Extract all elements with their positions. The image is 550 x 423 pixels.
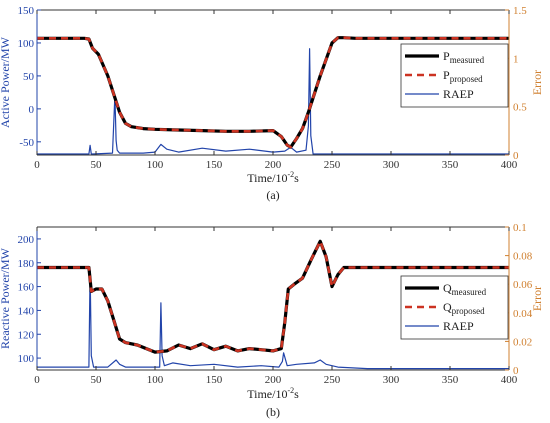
y-left-tick-label: -50	[19, 137, 34, 149]
y-right-tick-label: 1.5	[513, 5, 527, 17]
chart-panel-2: 0 50 100 150 200 250 300 350 400 200 180 160 140 120 1…	[0, 222, 544, 419]
x-tick-label: 400	[501, 159, 518, 171]
x-tick-label: 0	[34, 374, 40, 386]
x-tick-label: 250	[324, 374, 341, 386]
x-tick-label: 100	[147, 159, 164, 171]
x-tick-label: 250	[324, 159, 341, 171]
y-right-tick-label: 0.1	[513, 222, 527, 234]
x-tick-label: 200	[265, 159, 282, 171]
y-right-axis-label: Error	[530, 286, 544, 311]
x-tick-label: 350	[442, 159, 459, 171]
series-line-raep	[37, 48, 509, 155]
legend-label: RAEP	[443, 87, 474, 101]
x-tick-label: 150	[206, 159, 223, 171]
x-axis-label: Time/10-2s	[247, 386, 299, 401]
y-left-tick-label: 200	[18, 234, 35, 246]
x-axis-label: Time/10-2s	[247, 170, 299, 185]
y-left-tick-label: 0	[29, 104, 35, 116]
y-right-tick-label: 0	[513, 150, 519, 162]
y-right-tick-label: 0	[513, 365, 519, 377]
y-right-tick-label: 0.06	[513, 279, 533, 291]
series-line-proposed	[37, 36, 509, 149]
y-right-tick-label: 0.04	[513, 308, 533, 320]
y-left-tick-label: 180	[18, 258, 35, 270]
chart-panel-1: 0 50 100 150 200 250 300 350 400150100500-501.51…	[0, 5, 544, 202]
legend: Qmeasured Qproposed RAEP	[400, 275, 509, 340]
x-tick-label: 400	[501, 374, 518, 386]
x-tick-label: 300	[383, 159, 400, 171]
y-left-tick-label: 150	[18, 5, 35, 17]
y-right-tick-label: 0.02	[513, 336, 532, 348]
legend-label: Pmeasured	[443, 49, 485, 65]
x-tick-label: 100	[147, 374, 164, 386]
x-tick-label: 50	[91, 374, 103, 386]
panel-caption: (a)	[266, 188, 279, 202]
y-left-tick-label: 120	[18, 329, 35, 341]
y-left-tick-label: 50	[23, 71, 35, 83]
y-left-tick-label: 100	[18, 353, 35, 365]
y-right-tick-label: 0.08	[513, 251, 533, 263]
y-left-tick-label: 100	[18, 38, 35, 50]
x-tick-label: 50	[91, 159, 103, 171]
x-tick-label: 300	[383, 374, 400, 386]
series-line-raep	[37, 269, 509, 370]
y-right-tick-label: 1	[513, 53, 519, 65]
x-tick-label: 0	[34, 159, 40, 171]
y-left-tick-label: 160	[18, 282, 35, 294]
legend-label: Qmeasured	[443, 281, 487, 297]
legend: Pmeasured Pproposed RAEP	[400, 43, 509, 108]
series-line-proposed	[37, 240, 509, 354]
panel-caption: (b)	[266, 405, 280, 419]
y-left-axis-label: Reactive Power/MW	[0, 247, 12, 349]
legend-label: RAEP	[443, 319, 474, 333]
x-tick-label: 150	[206, 374, 223, 386]
x-tick-label: 200	[265, 374, 282, 386]
y-left-axis-label: Active Power/MW	[0, 36, 12, 128]
x-tick-label: 350	[442, 374, 459, 386]
y-right-axis-label: Error	[530, 70, 544, 95]
y-left-tick-label: 140	[18, 305, 35, 317]
legend-label: Qproposed	[443, 300, 485, 316]
y-right-tick-label: 0.5	[513, 102, 527, 114]
legend-label: Pproposed	[443, 68, 483, 84]
